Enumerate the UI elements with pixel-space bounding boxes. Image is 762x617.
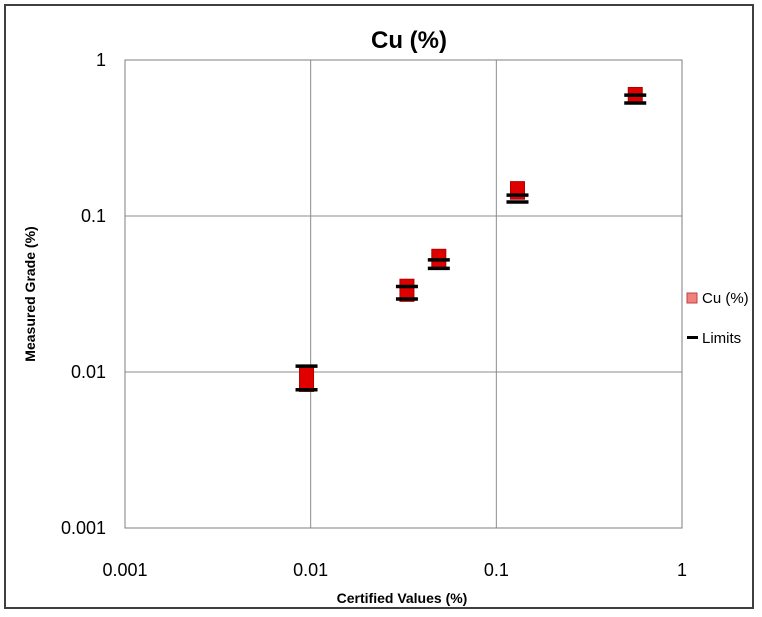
y-tick-label: 1	[96, 50, 106, 70]
y-tick-label: 0.01	[71, 362, 106, 382]
x-tick-label: 1	[677, 560, 687, 580]
cu-marker	[399, 278, 415, 302]
x-tick-label: 0.001	[102, 560, 147, 580]
plot-area	[124, 59, 683, 529]
cu-marker	[299, 366, 315, 392]
legend-label-limits: Limits	[702, 330, 741, 347]
legend: Cu (%) Limits	[686, 290, 749, 347]
chart-svg: Cu (%) 0.001 0.01 0.1 1 0.001 0.01 0.1 1 Certi…	[22, 27, 749, 606]
y-tick-label: 0.001	[61, 518, 106, 538]
x-tick-label: 0.1	[484, 560, 509, 580]
chart-title: Cu (%)	[371, 27, 447, 54]
legend-label-cu: Cu (%)	[702, 290, 749, 307]
x-axis-title: Certified Values (%)	[337, 590, 468, 606]
chart-frame: Cu (%) 0.001 0.01 0.1 1 0.001 0.01 0.1 1 Certi…	[4, 4, 754, 609]
y-axis-title: Measured Grade (%)	[22, 226, 38, 361]
x-axis-ticks: 0.001 0.01 0.1 1	[102, 560, 687, 580]
grid	[125, 60, 682, 528]
legend-swatch-cu	[686, 292, 698, 304]
legend-swatch-limits	[687, 336, 698, 339]
y-tick-label: 0.1	[81, 206, 106, 226]
x-tick-label: 0.01	[293, 560, 328, 580]
data-marks	[295, 86, 647, 392]
y-axis-ticks: 0.001 0.01 0.1 1	[61, 50, 106, 538]
